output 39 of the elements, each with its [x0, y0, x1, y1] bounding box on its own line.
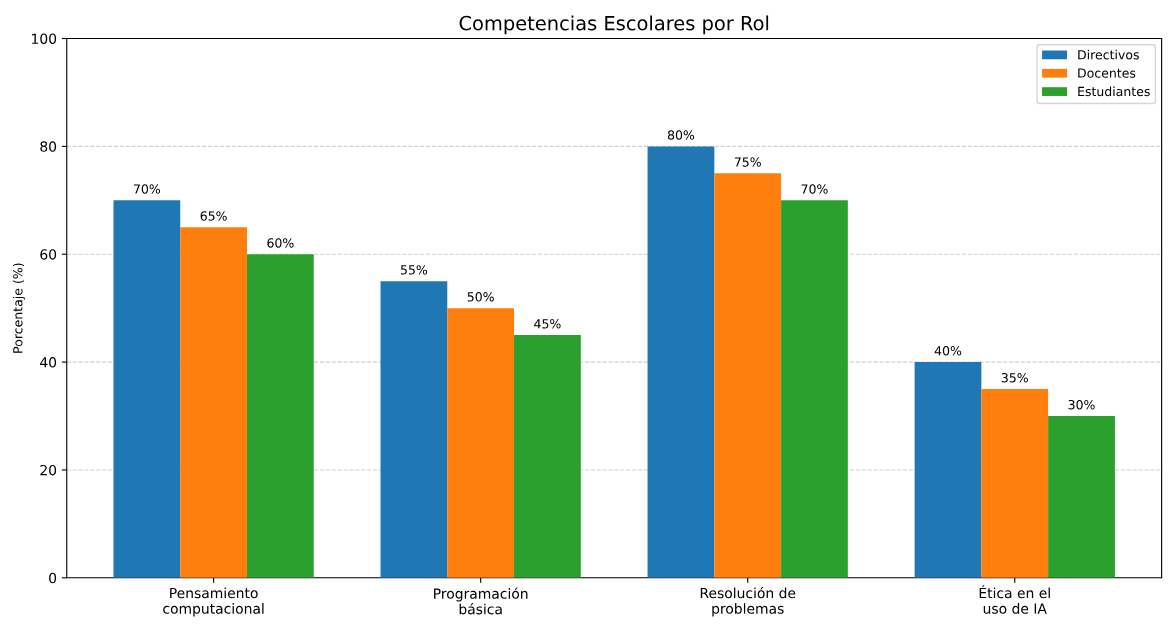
- x-tick-label: Ética en el uso de IA: [979, 585, 1050, 614]
- y-tick-label: 40: [40, 357, 57, 368]
- y-tick-label: 60: [40, 249, 57, 260]
- bar: [113, 200, 181, 578]
- y-axis-title: Porcentaje (%): [12, 263, 25, 353]
- bar: [514, 335, 581, 578]
- data-label: 65%: [200, 211, 227, 221]
- data-label: 50%: [467, 292, 494, 302]
- data-label: 35%: [1001, 373, 1028, 383]
- chart-title: Competencias Escolares por Rol: [459, 15, 769, 35]
- y-tick-label: 80: [40, 141, 57, 152]
- bar: [647, 146, 715, 578]
- legend-label: Estudiantes: [1078, 86, 1150, 97]
- bar: [781, 200, 848, 578]
- data-label: 40%: [934, 346, 962, 356]
- y-tick-label: 100: [32, 33, 57, 44]
- bar: [714, 173, 782, 578]
- data-label: 75%: [734, 157, 761, 167]
- bar: [447, 308, 515, 578]
- data-label: 80%: [667, 130, 695, 140]
- legend-label: Directivos: [1078, 49, 1139, 60]
- y-tick-label: 0: [49, 572, 57, 584]
- bar: [1048, 416, 1115, 578]
- y-tick-label: 20: [40, 464, 57, 476]
- bar: [914, 362, 982, 578]
- legend-label: Docentes: [1078, 68, 1136, 78]
- x-tick-label: Resolución de problemas: [700, 586, 796, 617]
- data-label: 55%: [400, 265, 428, 275]
- x-tick-label: Pensamiento computacional: [163, 587, 264, 617]
- data-label: 60%: [267, 238, 294, 248]
- x-tick-label: Programación básica: [434, 587, 528, 615]
- bar: [247, 254, 314, 578]
- data-label: 70%: [801, 184, 828, 194]
- bar: [380, 281, 448, 578]
- data-label: 45%: [534, 319, 561, 329]
- data-label: 70%: [133, 184, 161, 194]
- bar: [981, 389, 1049, 578]
- data-label: 30%: [1068, 399, 1095, 410]
- bar: [180, 227, 247, 578]
